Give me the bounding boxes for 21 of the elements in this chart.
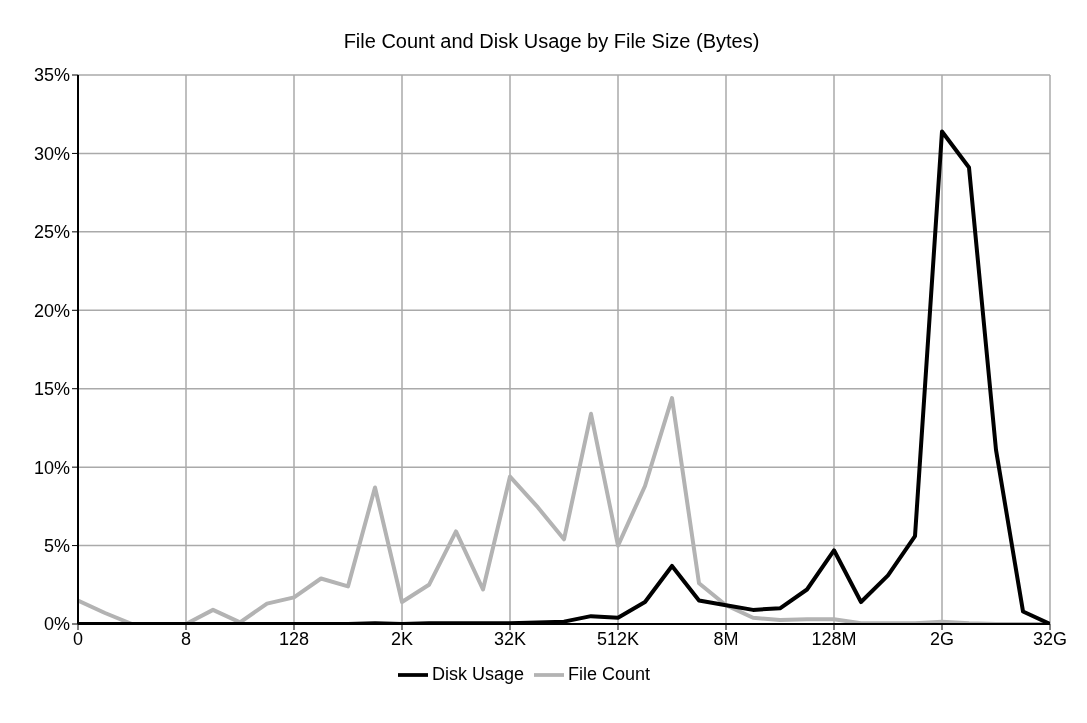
legend-label: File Count	[567, 663, 651, 684]
y-tick-label: 25%	[33, 222, 70, 243]
y-tick-label: 20%	[33, 300, 70, 321]
x-tick-label: 32K	[493, 628, 527, 649]
x-tick-label: 0	[72, 628, 84, 649]
x-tick-label: 128	[278, 628, 310, 649]
y-tick-label: 5%	[43, 535, 70, 556]
x-tick-label: 8M	[713, 628, 739, 649]
y-tick-label: 15%	[33, 379, 70, 400]
y-tick-label: 30%	[33, 143, 70, 164]
chart-title: File Count and Disk Usage by File Size (Bytes)	[342, 29, 761, 54]
x-tick-label: 2G	[929, 628, 955, 649]
x-tick-label: 128M	[811, 628, 857, 649]
x-tick-label: 32G	[1032, 628, 1068, 649]
legend-label: Disk Usage	[431, 663, 524, 684]
x-tick-label: 2K	[390, 628, 414, 649]
y-tick-label: 10%	[33, 457, 70, 478]
y-tick-label: 0%	[43, 614, 70, 635]
y-tick-label: 35%	[33, 65, 70, 86]
x-tick-label: 8	[180, 628, 192, 649]
x-tick-label: 512K	[596, 628, 640, 649]
